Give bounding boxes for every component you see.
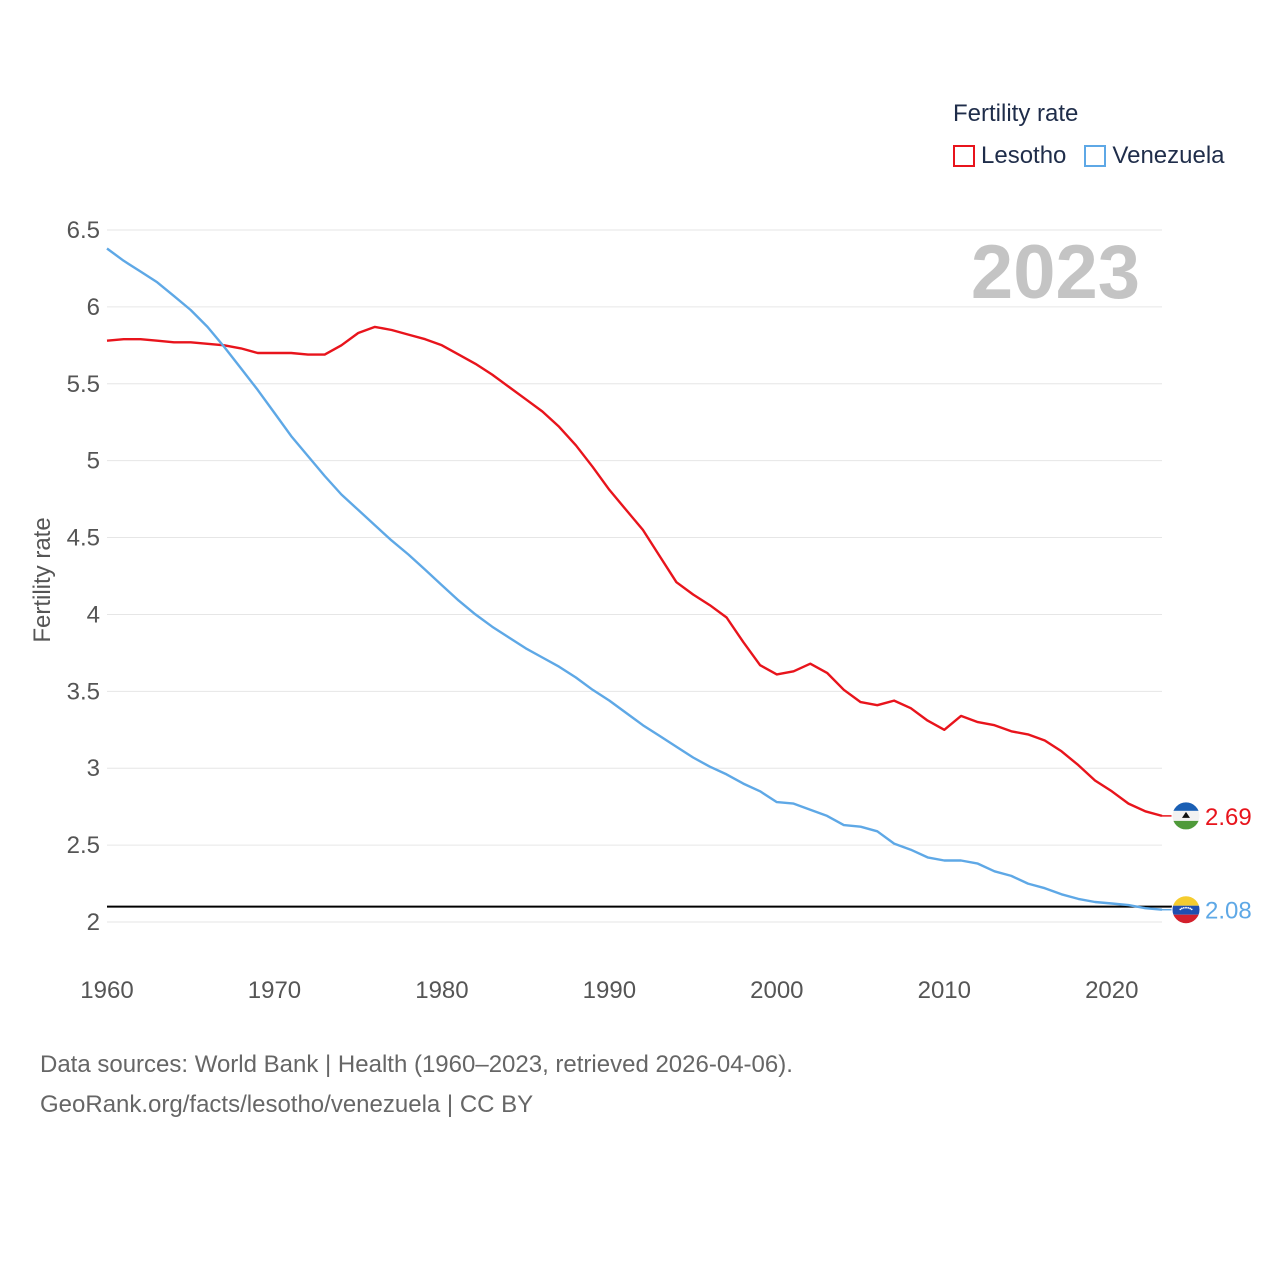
x-tick-label: 1970	[248, 977, 301, 1004]
legend-item-venezuela[interactable]: Venezuela	[1084, 142, 1225, 170]
legend-label-lesotho: Lesotho	[981, 142, 1067, 169]
data-source-note: Data sources: World Bank | Health (1960–…	[40, 1051, 793, 1078]
y-tick-label: 3.5	[67, 678, 100, 705]
flag-lesotho	[1162, 801, 1201, 831]
x-tick-label: 2010	[918, 977, 971, 1004]
footer: Data sources: World Bank | Health (1960–…	[40, 1045, 793, 1125]
series-line-venezuela	[106, 247, 1163, 911]
y-tick-label: 6.5	[67, 217, 100, 244]
legend-title: Fertility rate	[953, 100, 1079, 127]
y-tick-label: 2	[87, 909, 100, 936]
y-tick-label: 6	[87, 294, 100, 321]
x-tick-label: 1960	[80, 977, 133, 1004]
y-tick-label: 4.5	[67, 525, 100, 552]
legend: Lesotho Venezuela	[953, 142, 1225, 170]
end-value-label-lesotho: 2.69	[1205, 804, 1252, 831]
y-tick-label: 3	[87, 755, 100, 782]
y-axis-label: Fertility rate	[29, 517, 56, 642]
legend-item-lesotho[interactable]: Lesotho	[953, 142, 1066, 170]
y-tick-label: 5.5	[67, 371, 100, 398]
y-tick-label: 5	[87, 448, 100, 475]
y-tick-label: 4	[87, 601, 100, 628]
end-value-label-venezuela: 2.08	[1205, 898, 1252, 925]
legend-label-venezuela: Venezuela	[1112, 142, 1225, 169]
series-line-lesotho	[106, 325, 1163, 818]
source-url[interactable]: GeoRank.org/facts/lesotho/venezuela | CC…	[40, 1091, 534, 1118]
legend-swatch-lesotho	[953, 145, 975, 167]
y-tick-label: 2.5	[67, 832, 100, 859]
year-label: 2023	[971, 230, 1140, 315]
legend-swatch-venezuela	[1084, 145, 1107, 167]
x-tick-label: 2000	[750, 977, 803, 1004]
x-tick-label: 1990	[583, 977, 636, 1004]
x-tick-label: 1980	[415, 977, 468, 1004]
flag-venezuela	[1162, 895, 1201, 925]
x-tick-label: 2020	[1085, 977, 1138, 1004]
